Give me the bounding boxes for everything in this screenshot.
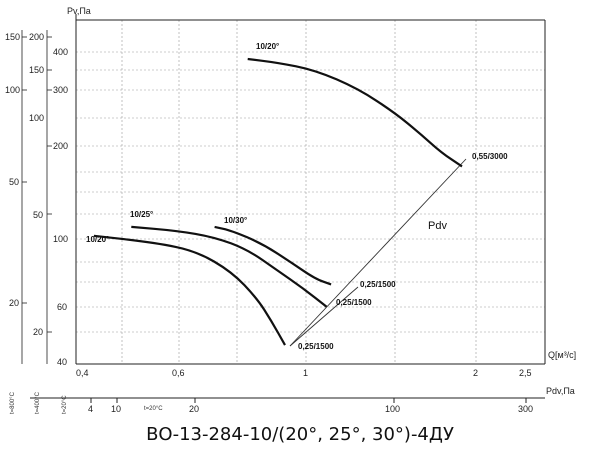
pdv-tick-label: 10 (111, 404, 121, 414)
pdv-tick-label: 300 (518, 404, 533, 414)
curve-label-b-name: 10/25° (130, 210, 153, 219)
x-tick-label: 0,6 (172, 368, 185, 378)
series-line-3 (93, 234, 286, 346)
series-line-0 (247, 57, 463, 168)
pdv-line-label: Pdv (428, 220, 447, 232)
pdv-tick-label: 20 (189, 404, 199, 414)
pdv-guide (289, 158, 467, 347)
x-tick-label: 0,4 (76, 368, 89, 378)
curve-label-a-name: 10/20° (256, 42, 279, 51)
y-tick-label: 200 (53, 141, 68, 151)
series-line-1 (131, 225, 328, 308)
curve-label-a-end: 0,55/3000 (472, 152, 508, 161)
y-tick-label: 400 (53, 47, 68, 57)
chart-title: ВО-13-284-10/(20°, 25°, 30°)-4ДУ (146, 424, 454, 445)
curve-label-d-name: 10/20° (86, 235, 109, 244)
y-axis-label: Pv,Па (67, 6, 91, 16)
left-axes (21, 30, 52, 364)
y-tick-label: 150 (29, 65, 44, 75)
y-tick-label: 100 (53, 234, 68, 244)
y-tick-label: 20 (33, 327, 43, 337)
pdv-tick-label: 100 (385, 404, 400, 414)
curve-label-b-end: 0,25/1500 (336, 298, 372, 307)
x-axis-label: Q[м³/с] (548, 350, 576, 360)
x-tick-label: 2 (473, 368, 478, 378)
temp-label-800: t=800°C (10, 391, 16, 414)
pdv-axis-label: Pdv,Па (546, 386, 575, 396)
y-tick-label: 300 (53, 85, 68, 95)
y-tick-label: 50 (33, 210, 43, 220)
y-tick-label: 150 (5, 32, 20, 42)
y-tick-label: 50 (9, 177, 19, 187)
plot-frame (75, 14, 546, 365)
temp-label-400: t=400°C (35, 391, 41, 414)
curve-label-c-name: 10/30° (224, 216, 247, 225)
x-tick-label: 1 (303, 368, 308, 378)
curve-label-c-end: 0,25/1500 (360, 280, 396, 289)
y-tick-label: 40 (57, 357, 67, 367)
y-tick-label: 100 (29, 113, 44, 123)
pdv-tick-label: 4 (88, 404, 93, 414)
grid (76, 20, 545, 362)
series-line-2 (214, 225, 332, 286)
y-tick-label: 100 (5, 85, 20, 95)
curve-label-d-end: 0,25/1500 (298, 342, 334, 351)
curves (93, 57, 463, 346)
y-tick-label: 60 (57, 302, 67, 312)
y-tick-label: 200 (29, 32, 44, 42)
x-tick-label: 2,5 (519, 368, 532, 378)
temp-label-20: t=20°C (62, 395, 68, 414)
pdv-temp-label: t=20°C (144, 406, 163, 412)
pdv-axis (30, 397, 545, 403)
y-tick-label: 20 (9, 298, 19, 308)
